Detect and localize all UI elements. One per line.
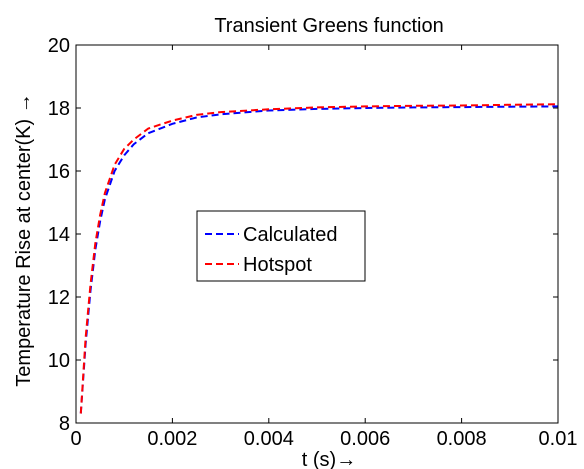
x-tick-label: 0 xyxy=(70,428,81,450)
y-tick-label: 18 xyxy=(48,98,70,120)
y-tick-label: 10 xyxy=(48,350,70,372)
x-tick-label: 0.002 xyxy=(147,428,197,450)
chart-title: Transient Greens function xyxy=(214,15,443,37)
y-tick-label: 16 xyxy=(48,161,70,183)
y-axis-label: Temperature Rise at center(K) → xyxy=(13,93,35,386)
legend-label-calculated: Calculated xyxy=(243,224,338,246)
series-line-hotspot xyxy=(79,103,559,414)
x-tick-label: 0.008 xyxy=(437,428,487,450)
x-axis-label: t (s)→ xyxy=(302,449,356,469)
plot-area xyxy=(79,103,559,414)
y-tick-label: 12 xyxy=(48,287,70,309)
x-tick-label: 0.006 xyxy=(340,428,390,450)
y-tick-label: 14 xyxy=(48,224,70,246)
legend: Calculated Hotspot xyxy=(196,210,366,282)
x-tick-label: 0.01 xyxy=(539,428,578,450)
legend-box xyxy=(196,210,366,282)
y-tick-label: 8 xyxy=(59,413,70,435)
y-tick-label: 20 xyxy=(48,35,70,57)
x-tick-label: 0.004 xyxy=(244,428,294,450)
legend-label-hotspot: Hotspot xyxy=(243,254,312,276)
